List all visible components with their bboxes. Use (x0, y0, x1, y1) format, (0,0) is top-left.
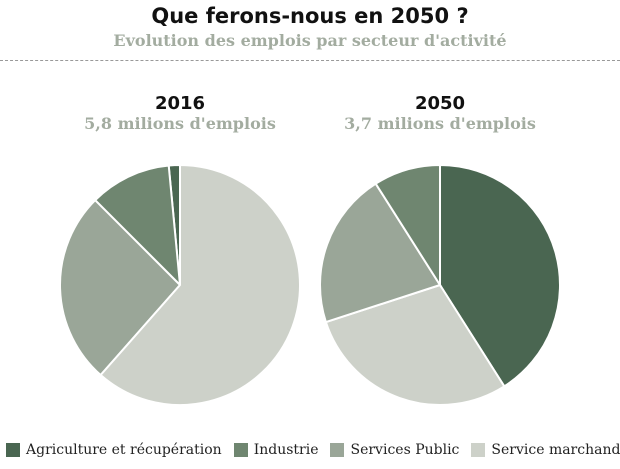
legend-swatch (233, 443, 248, 457)
pie-2016-header: 2016 5,8 milions d'emplois (60, 94, 300, 134)
pie-2016-subtitle: 5,8 milions d'emplois (84, 114, 276, 133)
pie-2016-title: 2016 (154, 93, 206, 114)
legend: Agriculture et récupération Industrie Se… (6, 442, 620, 458)
legend-item-services-public: Services Public (330, 442, 459, 458)
legend-item-agriculture: Agriculture et récupération (6, 442, 222, 458)
legend-swatch (471, 443, 486, 457)
legend-swatch (330, 443, 345, 457)
legend-item-service-marchands: Service marchands (471, 442, 620, 458)
pie-2050-slice-industrie (374, 163, 441, 289)
legend-item-industrie: Industrie (233, 442, 318, 458)
dashed-divider (0, 60, 620, 61)
chart-title: Que ferons-nous en 2050 ? (151, 4, 469, 28)
pie-2050-title: 2050 (414, 93, 466, 114)
pie-2050-subtitle: 3,7 milions d'emplois (344, 114, 536, 133)
pie-2016-slice-services-public (59, 198, 182, 377)
legend-swatch (6, 443, 20, 457)
pie-2050-header: 2050 3,7 milions d'emplois (320, 94, 560, 134)
pie-2050-slice-service-marchands (324, 283, 506, 406)
pie-2016-slice-service-marchands (99, 163, 301, 406)
pie-2016-slice-industrie (93, 164, 182, 288)
chart-subtitle: Evolution des emplois par secteur d'acti… (113, 31, 507, 50)
pie-2050-slice-services-public (319, 182, 442, 324)
